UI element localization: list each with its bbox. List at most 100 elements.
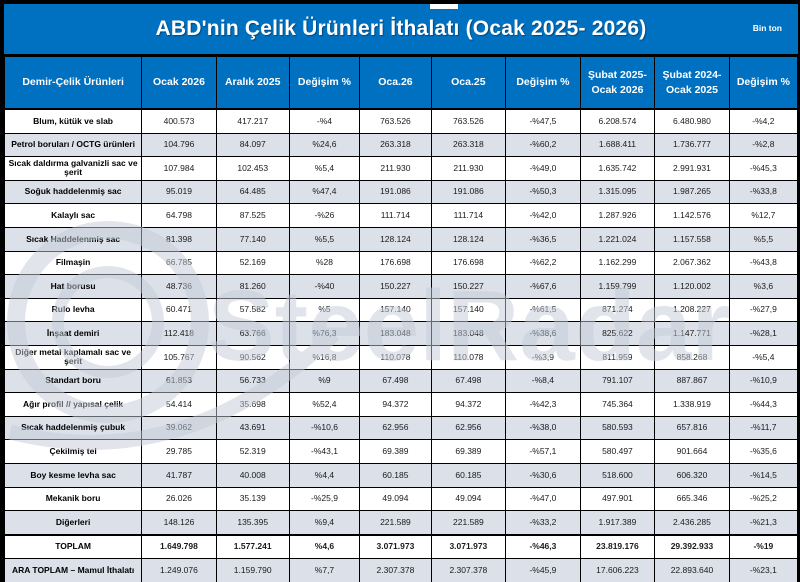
table-cell: 811.959 [579,344,656,370]
table-cell: 128.124 [430,226,507,252]
table-cell: 102.453 [215,156,290,181]
table-cell: 35.139 [215,486,290,512]
row-label: Diğer metal kaplamalı sac ve şerit [4,344,143,370]
table-cell: -%10,6 [288,415,361,441]
table-cell: 77.140 [215,226,290,252]
table-cell: 858.268 [654,344,730,370]
column-header: Değişim % [505,56,581,110]
table-cell: 518.600 [579,462,656,488]
table-cell: 2.307.378 [359,558,432,582]
table-row: Boy kesme levha sac 41.787 40.008 %4,4 60.18… [4,462,798,488]
table-cell: 763.526 [430,108,507,134]
row-label: Mekanik boru [4,486,143,512]
table-cell: -%45,3 [728,156,798,181]
table-cell: 60.185 [430,462,507,488]
table-cell: 221.589 [430,510,507,536]
table-cell: %7,7 [288,558,361,582]
table-cell: 63.766 [215,321,290,346]
table-cell: 1.208.227 [654,297,730,323]
title-bar: ABD'nin Çelik Ürünleri İthalatı (Ocak 20… [4,4,798,56]
table-row: Diğer metal kaplamalı sac ve şerit 105.76… [4,344,798,370]
table-cell: 1.162.299 [579,250,656,276]
table-cell: -%42,3 [505,392,581,417]
table-cell: 107.984 [141,156,217,181]
table-row: İnşaat demiri 112.418 63.766 %76,3 183.048 18… [4,321,798,346]
table-cell: -%26 [288,203,361,228]
table-cell: %5 [288,297,361,323]
row-label: Standart boru [4,368,143,394]
table-cell: 825.622 [579,321,656,346]
table-cell: 901.664 [654,439,730,464]
table-cell: %76,3 [288,321,361,346]
table-cell: 1.287.926 [579,203,656,228]
table-cell: 52.169 [215,250,290,276]
table-cell: %28 [288,250,361,276]
table-row: Hat borusu 48.736 81.260 -%40 150.227 150.227… [4,274,798,299]
table-cell: %5,5 [288,226,361,252]
row-label: TOPLAM [4,533,143,560]
table-cell: %9 [288,368,361,394]
table-row: Kalaylı sac 64.798 87.525 -%26 111.714 111.71… [4,203,798,228]
table-cell: -%33,2 [505,510,581,536]
table-cell: -%49,0 [505,156,581,181]
table-cell: 1.649.798 [141,533,217,560]
table-cell: -%57,1 [505,439,581,464]
table-row: Filmaşin 66.785 52.169 %28 176.698 176.698 -%6… [4,250,798,276]
table-cell: -%27,9 [728,297,798,323]
row-label: Sıcak haddelenmiş çubuk [4,415,143,441]
table-row: Rulo levha 60.471 57.582 %5 157.140 157.140 -%… [4,297,798,323]
table-cell: 29.392.933 [654,533,730,560]
table-cell: 887.867 [654,368,730,394]
table-cell: -%25,2 [728,486,798,512]
table-cell: 62.956 [430,415,507,441]
table-cell: 191.086 [359,179,432,205]
table-cell: 64.798 [141,203,217,228]
table-cell: -%25,9 [288,486,361,512]
table-cell: 35.698 [215,392,290,417]
table-cell: 157.140 [430,297,507,323]
table-cell: 1.120.002 [654,274,730,299]
table-cell: 66.785 [141,250,217,276]
table-cell: 62.956 [359,415,432,441]
table-cell: 1.635.742 [579,156,656,181]
table-cell: 1.577.241 [215,533,290,560]
table-cell: -%50,3 [505,179,581,205]
table-cell: 17.606.223 [579,558,656,582]
table-cell: 6.480.980 [654,108,730,134]
table-cell: 6.208.574 [579,108,656,134]
table-row: Sıcak daldırma galvanizli sac ve şerit 10… [4,156,798,181]
table-cell: -%4 [288,108,361,134]
table-cell: -%46,3 [505,533,581,560]
column-header: Demir-Çelik Ürünleri [4,56,143,110]
table-cell: %12,7 [728,203,798,228]
row-label: Blum, kütük ve slab [4,108,143,134]
table-cell: 657.816 [654,415,730,441]
table-cell: -%11,7 [728,415,798,441]
row-label: Petrol boruları / OCTG ürünleri [4,132,143,158]
table-cell: 112.418 [141,321,217,346]
table-cell: -%47,0 [505,486,581,512]
table-cell: 81.398 [141,226,217,252]
column-header: Aralık 2025 [215,56,290,110]
table-row: Mekanik boru 26.026 35.139 -%25,9 49.094 49.0… [4,486,798,512]
table-cell: 1.142.576 [654,203,730,228]
table-cell: 94.372 [430,392,507,417]
table-cell: %16,8 [288,344,361,370]
table-cell: 67.498 [359,368,432,394]
table-cell: 2.307.378 [430,558,507,582]
table-row: TOPLAM 1.649.798 1.577.241 %4,6 3.071.973 3.0… [4,533,798,560]
row-label: İnşaat demiri [4,321,143,346]
table-cell: 54.414 [141,392,217,417]
table-cell: -%38,0 [505,415,581,441]
table-cell: 43.691 [215,415,290,441]
table-cell: 1.159.790 [215,558,290,582]
table-cell: 221.589 [359,510,432,536]
table-cell: 606.320 [654,462,730,488]
table-cell: 41.787 [141,462,217,488]
table-cell: 57.582 [215,297,290,323]
table-cell: 87.525 [215,203,290,228]
column-header: Ocak 2026 [141,56,217,110]
table-cell: 135.395 [215,510,290,536]
table-cell: 497.901 [579,486,656,512]
table-cell: 1.688.411 [579,132,656,158]
